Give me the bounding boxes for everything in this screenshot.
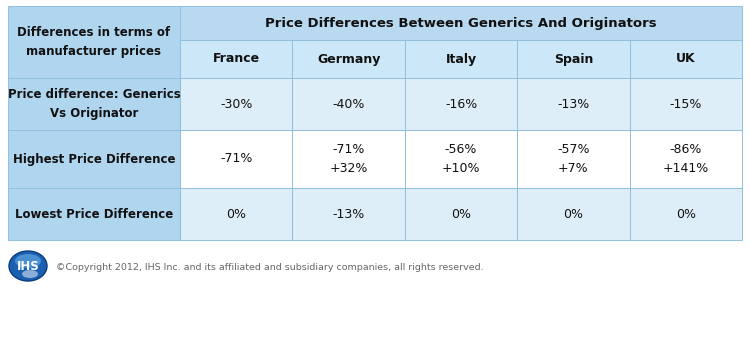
Bar <box>180 188 292 240</box>
Text: -57%
+7%: -57% +7% <box>557 143 590 175</box>
Text: -15%: -15% <box>670 98 702 111</box>
Text: 0%: 0% <box>563 207 584 221</box>
Text: Price Differences Between Generics And Originators: Price Differences Between Generics And O… <box>266 17 657 30</box>
Text: Differences in terms of
manufacturer prices: Differences in terms of manufacturer pri… <box>17 27 170 57</box>
Bar <box>180 78 292 130</box>
Bar <box>405 78 517 130</box>
Text: -86%
+141%: -86% +141% <box>663 143 709 175</box>
Bar <box>180 130 292 188</box>
Text: -13%: -13% <box>332 207 364 221</box>
Bar <box>629 130 742 188</box>
Text: -71%: -71% <box>220 153 253 166</box>
Bar <box>8 6 180 78</box>
Bar <box>518 40 629 78</box>
Bar <box>518 188 629 240</box>
Bar <box>629 188 742 240</box>
Bar <box>292 188 405 240</box>
Bar <box>405 130 517 188</box>
Text: Germany: Germany <box>317 52 380 66</box>
Text: Highest Price Difference: Highest Price Difference <box>13 153 176 166</box>
Text: -40%: -40% <box>332 98 364 111</box>
Bar <box>518 78 629 130</box>
Bar <box>629 40 742 78</box>
Bar <box>518 130 629 188</box>
Ellipse shape <box>9 251 47 281</box>
Bar <box>8 130 180 188</box>
Text: 0%: 0% <box>451 207 471 221</box>
Bar <box>292 130 405 188</box>
Bar <box>8 188 180 240</box>
Bar <box>629 78 742 130</box>
Text: IHS: IHS <box>16 260 39 273</box>
Text: Spain: Spain <box>554 52 593 66</box>
Text: Lowest Price Difference: Lowest Price Difference <box>15 207 173 221</box>
Bar <box>405 40 517 78</box>
Bar <box>292 40 405 78</box>
Text: 0%: 0% <box>676 207 696 221</box>
Text: -30%: -30% <box>220 98 253 111</box>
Text: Italy: Italy <box>446 52 476 66</box>
Bar <box>292 78 405 130</box>
Text: -16%: -16% <box>445 98 477 111</box>
Bar <box>405 188 517 240</box>
Text: ©Copyright 2012, IHS Inc. and its affiliated and subsidiary companies, all right: ©Copyright 2012, IHS Inc. and its affili… <box>56 264 484 272</box>
Text: -71%
+32%: -71% +32% <box>329 143 368 175</box>
Bar <box>180 40 292 78</box>
Text: Price difference: Generics
Vs Originator: Price difference: Generics Vs Originator <box>8 88 180 119</box>
Text: France: France <box>213 52 260 66</box>
Bar <box>180 6 742 40</box>
Ellipse shape <box>15 254 41 268</box>
Ellipse shape <box>22 270 38 278</box>
Text: -13%: -13% <box>557 98 590 111</box>
Text: -56%
+10%: -56% +10% <box>442 143 480 175</box>
Bar <box>8 78 180 130</box>
Text: UK: UK <box>676 52 695 66</box>
Text: 0%: 0% <box>226 207 246 221</box>
